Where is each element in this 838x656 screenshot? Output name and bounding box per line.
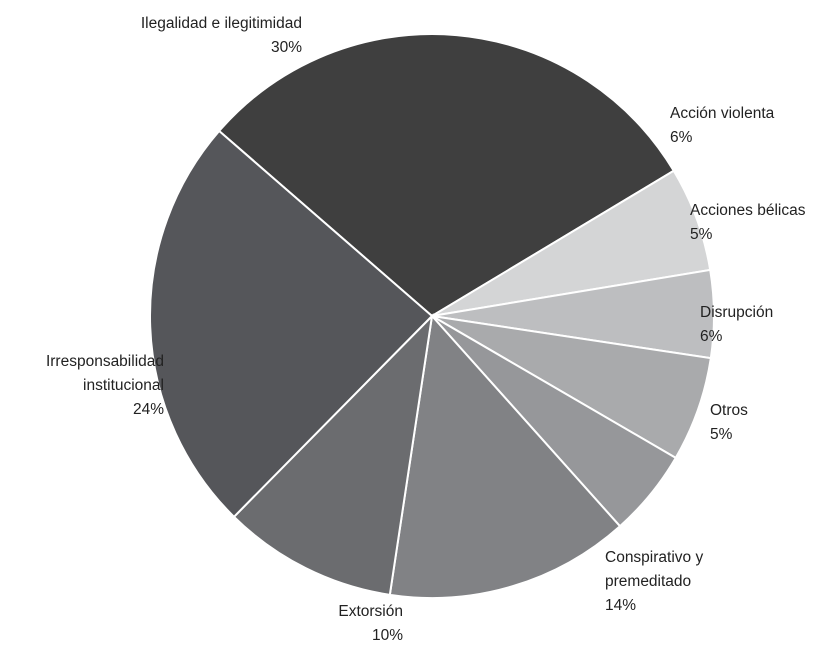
- slice-label: Extorsión 10%: [338, 603, 403, 644]
- slice-label: Otros 5%: [710, 402, 748, 443]
- slice-label: Acciones bélicas 5%: [690, 202, 806, 243]
- slice-name-label: institucional: [83, 377, 164, 394]
- slice-name-label: Irresponsabilidad: [46, 353, 164, 370]
- slice-name-label: Conspirativo y: [605, 549, 703, 566]
- pie-slice: [217, 33, 676, 318]
- slice-label: Acción violenta 6%: [670, 105, 775, 146]
- slice-name-label: premeditado: [605, 573, 691, 590]
- slice-value-label: 24%: [133, 401, 164, 418]
- slice-name-label: Extorsión: [338, 603, 403, 620]
- slice-label: Disrupción 6%: [700, 304, 773, 345]
- slice-value-label: 30%: [271, 39, 302, 56]
- slice-name-label: Otros: [710, 402, 748, 419]
- pie-slices: [149, 33, 715, 599]
- slice-value-label: 5%: [690, 226, 713, 243]
- slice-name-label: Ilegalidad e ilegitimidad: [141, 15, 302, 32]
- slice-label: Irresponsabilidad institucional 24%: [46, 353, 164, 418]
- slice-labels: Ilegalidad e ilegitimidad 30% Acción viole…: [46, 15, 806, 644]
- slice-name-label: Disrupción: [700, 304, 773, 321]
- slice-value-label: 5%: [710, 426, 733, 443]
- slice-name-label: Acción violenta: [670, 105, 775, 122]
- slice-label: Ilegalidad e ilegitimidad 30%: [141, 15, 302, 56]
- slice-value-label: 6%: [700, 328, 723, 345]
- slice-value-label: 6%: [670, 129, 693, 146]
- slice-value-label: 10%: [372, 627, 403, 644]
- slice-label: Conspirativo y premeditado 14%: [605, 549, 703, 614]
- pie-slice: [149, 129, 434, 519]
- slice-value-label: 14%: [605, 597, 636, 614]
- pie-slice: [232, 313, 434, 596]
- pie-slice: [388, 313, 622, 599]
- slice-name-label: Acciones bélicas: [690, 202, 806, 219]
